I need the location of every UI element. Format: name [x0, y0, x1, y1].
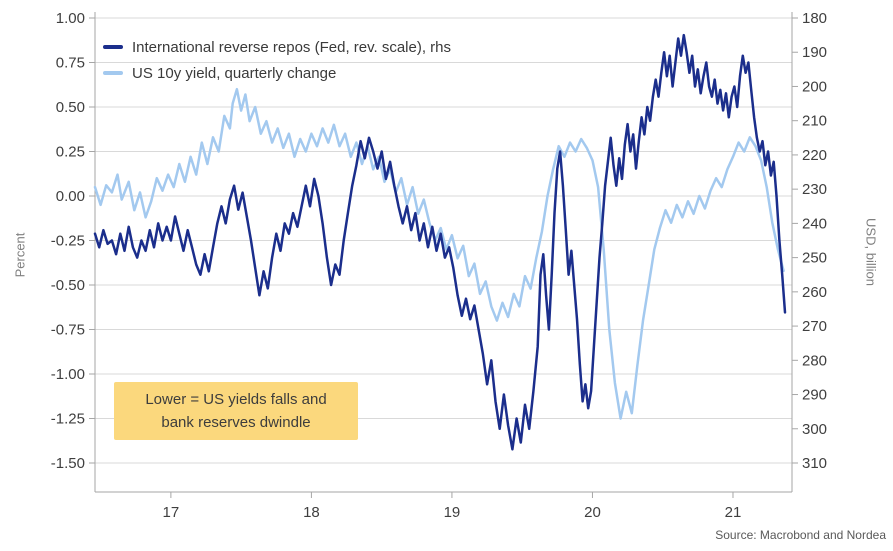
tick-label: 250 — [802, 250, 827, 267]
annotation-line-1: Lower = US yields falls and — [145, 391, 327, 408]
tick-label: 17 — [163, 504, 180, 521]
tick-label: -0.50 — [51, 277, 85, 294]
tick-label: 290 — [802, 387, 827, 404]
tick-label: 240 — [802, 215, 827, 232]
source-note: Source: Macrobond and Nordea — [715, 528, 886, 542]
tick-label: 230 — [802, 181, 827, 198]
left-axis-title: Percent — [12, 232, 28, 278]
tick-label: -1.50 — [51, 455, 85, 472]
tick-label: 210 — [802, 113, 827, 130]
legend-item-reverse-repos: International reverse repos (Fed, rev. s… — [103, 34, 451, 60]
tick-label: 18 — [303, 504, 320, 521]
tick-label: -1.00 — [51, 366, 85, 383]
legend-swatch-reverse-repos — [103, 45, 123, 49]
legend-swatch-10y-yield — [103, 71, 123, 75]
tick-label: -0.75 — [51, 322, 85, 339]
tick-label: 200 — [802, 78, 827, 95]
tick-label: 1.00 — [56, 10, 85, 27]
tick-label: 0.00 — [56, 188, 85, 205]
tick-label: 19 — [444, 504, 461, 521]
tick-label: 0.50 — [56, 99, 85, 116]
legend: International reverse repos (Fed, rev. s… — [103, 34, 451, 86]
tick-label: 0.75 — [56, 55, 85, 72]
tick-label: 310 — [802, 455, 827, 472]
right-axis-title: USD, billion — [863, 218, 879, 286]
legend-label-10y-yield: US 10y yield, quarterly change — [132, 64, 337, 82]
annotation-line-2: bank reserves dwindle — [161, 414, 311, 431]
tick-label: 180 — [802, 10, 827, 27]
tick-label: -1.25 — [51, 411, 85, 428]
tick-label: 300 — [802, 421, 827, 438]
tick-label: -0.25 — [51, 233, 85, 250]
annotation-box: Lower = US yields falls and bank reserve… — [114, 382, 358, 440]
tick-label: 220 — [802, 147, 827, 164]
tick-label: 190 — [802, 44, 827, 61]
tick-label: 270 — [802, 318, 827, 335]
tick-label: 0.25 — [56, 144, 85, 161]
legend-label-reverse-repos: International reverse repos (Fed, rev. s… — [132, 38, 452, 56]
legend-item-10y-yield: US 10y yield, quarterly change — [103, 60, 451, 86]
series-line-0 — [93, 33, 787, 451]
tick-label: 20 — [584, 504, 601, 521]
tick-label: 21 — [725, 504, 742, 521]
series-line-1 — [93, 87, 785, 420]
tick-label: 280 — [802, 352, 827, 369]
tick-label: 260 — [802, 284, 827, 301]
